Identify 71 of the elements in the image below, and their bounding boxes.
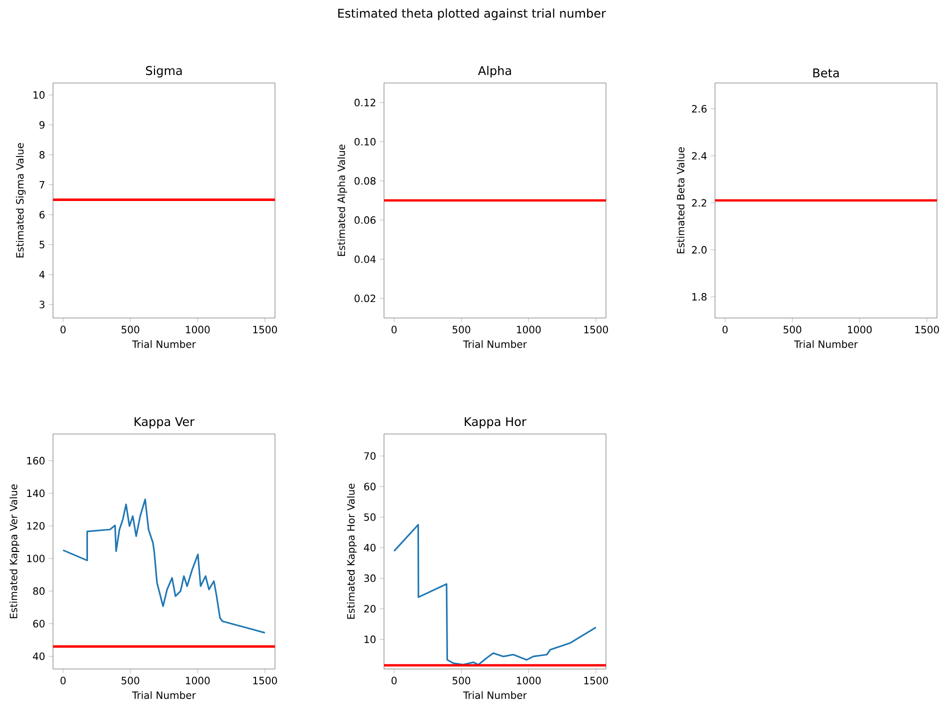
- y-tick-label: 9: [39, 121, 45, 129]
- y-axis-title: Estimated Kappa Ver Value: [10, 484, 20, 618]
- y-tick-label: 160: [27, 456, 45, 464]
- chart-title: Alpha: [478, 66, 511, 78]
- y-tick-label: 20: [364, 604, 376, 613]
- x-axis-title: Trial Number: [794, 340, 858, 348]
- y-tick-label: 40: [32, 652, 45, 660]
- y-tick-label: 10: [364, 636, 376, 644]
- y-tick-label: 2.6: [692, 105, 707, 113]
- x-tick-label: 500: [452, 676, 470, 684]
- y-tick-label: 0.02: [354, 294, 376, 302]
- x-axis-title: Trial Number: [132, 691, 196, 699]
- y-axis-title: Estimated Beta Value: [676, 147, 684, 254]
- y-tick-label: 2.4: [692, 152, 707, 160]
- line-series: [393, 524, 597, 666]
- x-tick-label: 1000: [848, 326, 872, 334]
- chart-title: Sigma: [146, 66, 182, 78]
- x-tick-label: 500: [784, 326, 802, 334]
- x-axis-title: Trial Number: [132, 340, 196, 348]
- y-tick-label: 0.06: [354, 216, 376, 224]
- y-tick-label: 80: [33, 587, 45, 595]
- y-tick-label: 2.0: [692, 246, 707, 254]
- x-axis-title: Trial Number: [463, 340, 527, 348]
- y-axis-title: Estimated Sigma Value: [16, 143, 26, 258]
- y-tick-label: 30: [364, 574, 376, 582]
- x-tick-label: 0: [60, 326, 66, 334]
- x-tick-label: 1500: [915, 326, 939, 334]
- x-tick-label: 1000: [517, 676, 541, 684]
- x-tick-label: 500: [122, 676, 140, 684]
- x-tick-label: 1500: [584, 676, 608, 684]
- x-axis-title: Trial Number: [463, 691, 527, 699]
- y-tick-label: 120: [27, 522, 45, 530]
- y-tick-label: 100: [27, 554, 45, 562]
- y-tick-label: 1.8: [692, 293, 707, 301]
- y-tick-label: 140: [27, 490, 45, 498]
- y-tick-label: 4: [39, 270, 45, 278]
- chart-title: Beta: [813, 68, 839, 78]
- y-axis-title: Estimated Alpha Value: [337, 144, 348, 256]
- y-tick-label: 70: [364, 452, 376, 460]
- x-tick-label: 0: [60, 676, 66, 684]
- y-tick-label: 2.2: [692, 199, 706, 207]
- y-tick-label: 40: [364, 544, 376, 552]
- y-tick-label: 60: [364, 482, 376, 490]
- y-tick-label: 0.10: [354, 138, 376, 146]
- y-tick-label: 10: [34, 91, 45, 99]
- x-tick-label: 500: [122, 326, 140, 334]
- y-tick-label: 5: [40, 240, 44, 248]
- y-tick-label: 0.04: [354, 255, 376, 264]
- chart-title: Kappa Ver: [134, 417, 195, 428]
- y-tick-label: 0.08: [354, 177, 376, 185]
- y-tick-label: 8: [40, 151, 45, 159]
- y-tick-label: 50: [364, 513, 376, 521]
- x-tick-label: 1500: [584, 326, 608, 334]
- line-series: [62, 498, 266, 634]
- x-tick-label: 0: [392, 676, 397, 684]
- x-tick-label: 1000: [186, 326, 210, 334]
- x-tick-label: 1500: [253, 326, 277, 334]
- x-tick-label: 1000: [186, 676, 210, 684]
- y-tick-label: 0.12: [354, 98, 376, 106]
- y-tick-label: 3: [40, 300, 44, 308]
- y-tick-label: 6: [40, 210, 45, 218]
- x-tick-label: 0: [722, 326, 728, 334]
- y-axis-title: Estimated Kappa Hor Value: [346, 484, 357, 619]
- text: Estimated theta plotted against trial number: [338, 8, 606, 20]
- x-tick-label: 500: [452, 326, 470, 334]
- y-tick-label: 7: [40, 181, 44, 188]
- x-tick-label: 1500: [253, 676, 277, 684]
- y-tick-label: 60: [33, 620, 45, 628]
- x-tick-label: 0: [392, 326, 397, 334]
- chart-title: Kappa Hor: [464, 417, 526, 428]
- x-tick-label: 1000: [517, 326, 541, 334]
